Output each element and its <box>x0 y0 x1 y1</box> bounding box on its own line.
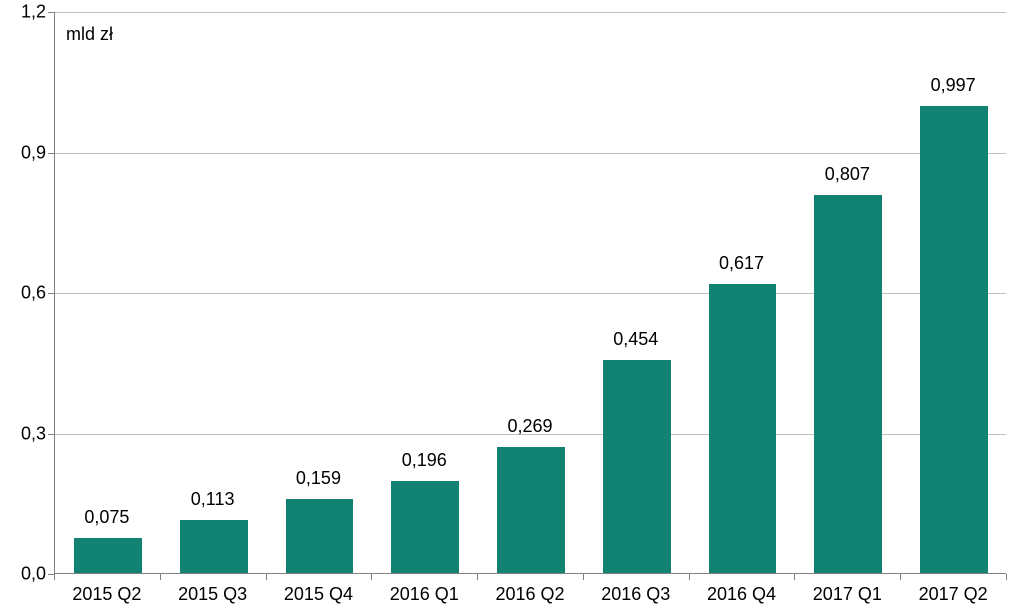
bar-chart: 0,0 0,3 0,6 0,9 1,2 mld zł 0,075 2015 Q2 0,113 20… <box>0 0 1023 614</box>
x-category-label: 2016 Q3 <box>601 584 670 605</box>
bar <box>920 106 988 573</box>
bar <box>286 499 354 573</box>
gridline <box>55 12 1006 13</box>
x-category-label: 2016 Q2 <box>495 584 564 605</box>
x-category-label: 2016 Q4 <box>707 584 776 605</box>
y-tick-label: 0,9 <box>0 142 46 163</box>
y-tick-label: 0,0 <box>0 564 46 585</box>
bar-value-label: 0,075 <box>84 507 129 528</box>
x-tick-mark <box>583 574 584 580</box>
bar <box>497 447 565 573</box>
bar-value-label: 0,159 <box>296 468 341 489</box>
x-tick-mark <box>794 574 795 580</box>
y-tick-mark <box>48 293 54 294</box>
x-category-label: 2016 Q1 <box>390 584 459 605</box>
x-category-label: 2017 Q1 <box>813 584 882 605</box>
bar <box>814 195 882 573</box>
y-tick-mark <box>48 153 54 154</box>
y-tick-label: 0,3 <box>0 423 46 444</box>
bar-value-label: 0,269 <box>507 416 552 437</box>
bar-value-label: 0,997 <box>931 75 976 96</box>
y-tick-label: 1,2 <box>0 2 46 23</box>
x-tick-mark <box>1006 574 1007 580</box>
gridline <box>55 153 1006 154</box>
x-tick-mark <box>266 574 267 580</box>
bar-value-label: 0,454 <box>613 329 658 350</box>
x-category-label: 2015 Q2 <box>72 584 141 605</box>
x-tick-mark <box>371 574 372 580</box>
bar <box>709 284 777 573</box>
bar-value-label: 0,196 <box>402 450 447 471</box>
y-tick-mark <box>48 434 54 435</box>
unit-label: mld zł <box>66 24 113 45</box>
x-category-label: 2017 Q2 <box>919 584 988 605</box>
bar <box>603 360 671 573</box>
bar-value-label: 0,807 <box>825 164 870 185</box>
x-category-label: 2015 Q3 <box>178 584 247 605</box>
x-tick-mark <box>160 574 161 580</box>
bar-value-label: 0,617 <box>719 253 764 274</box>
x-tick-mark <box>900 574 901 580</box>
y-tick-mark <box>48 12 54 13</box>
bar <box>180 520 248 573</box>
x-category-label: 2015 Q4 <box>284 584 353 605</box>
bar <box>391 481 459 573</box>
bar-value-label: 0,113 <box>191 489 235 510</box>
y-tick-label: 0,6 <box>0 283 46 304</box>
x-tick-mark <box>477 574 478 580</box>
bar <box>74 538 142 573</box>
x-tick-mark <box>689 574 690 580</box>
x-tick-mark <box>54 574 55 580</box>
